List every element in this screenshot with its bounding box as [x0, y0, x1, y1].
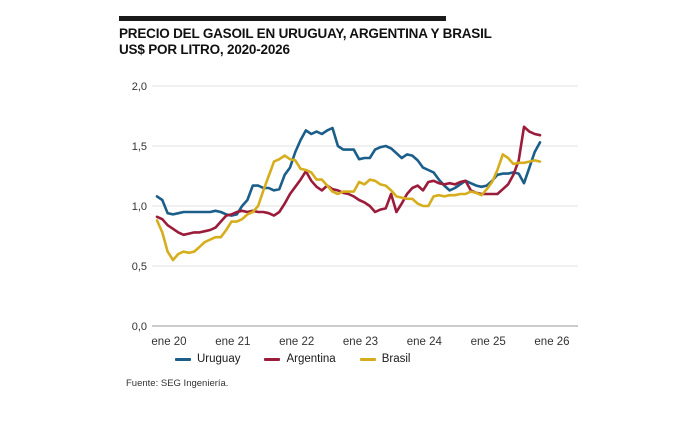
series-line-uruguay	[155, 126, 542, 217]
y-tick-label: 1,5	[132, 141, 147, 153]
legend: Uruguay Argentina Brasil	[175, 353, 434, 365]
chart-title-line2: US$ POR LITRO, 2020-2026	[119, 42, 290, 57]
x-tick-label: ene 22	[279, 336, 314, 348]
series-line-brasil	[155, 153, 542, 262]
legend-item-uruguay: Uruguay	[175, 353, 240, 365]
legend-swatch	[264, 357, 281, 361]
chart-title-line1: PRECIO DEL GASOIL EN URUGUAY, ARGENTINA …	[119, 26, 492, 41]
y-tick-label: 2,0	[132, 81, 147, 93]
y-tick-label: 1,0	[132, 201, 147, 213]
legend-label: Uruguay	[197, 353, 241, 365]
title-rule	[119, 16, 446, 21]
x-tick-label: ene 26	[534, 336, 569, 348]
x-tick-label: ene 25	[471, 336, 506, 348]
legend-item-brasil: Brasil	[359, 353, 411, 365]
legend-swatch	[175, 357, 191, 361]
legend-label: Argentina	[286, 353, 336, 365]
x-tick-label: ene 20	[151, 336, 186, 348]
x-tick-label: ene 21	[215, 336, 250, 348]
chart-title: PRECIO DEL GASOIL EN URUGUAY, ARGENTINA …	[119, 26, 492, 58]
y-tick-label: 0,0	[132, 321, 147, 333]
legend-item-argentina: Argentina	[264, 353, 336, 365]
source-note: Fuente: SEG Ingeniería.	[126, 378, 229, 389]
legend-label: Brasil	[381, 353, 411, 365]
x-tick-label: ene 23	[343, 336, 378, 348]
y-tick-label: 0,5	[132, 261, 147, 273]
series-line-argentina	[155, 125, 542, 237]
x-tick-label: ene 24	[407, 336, 443, 348]
legend-swatch	[359, 357, 376, 361]
